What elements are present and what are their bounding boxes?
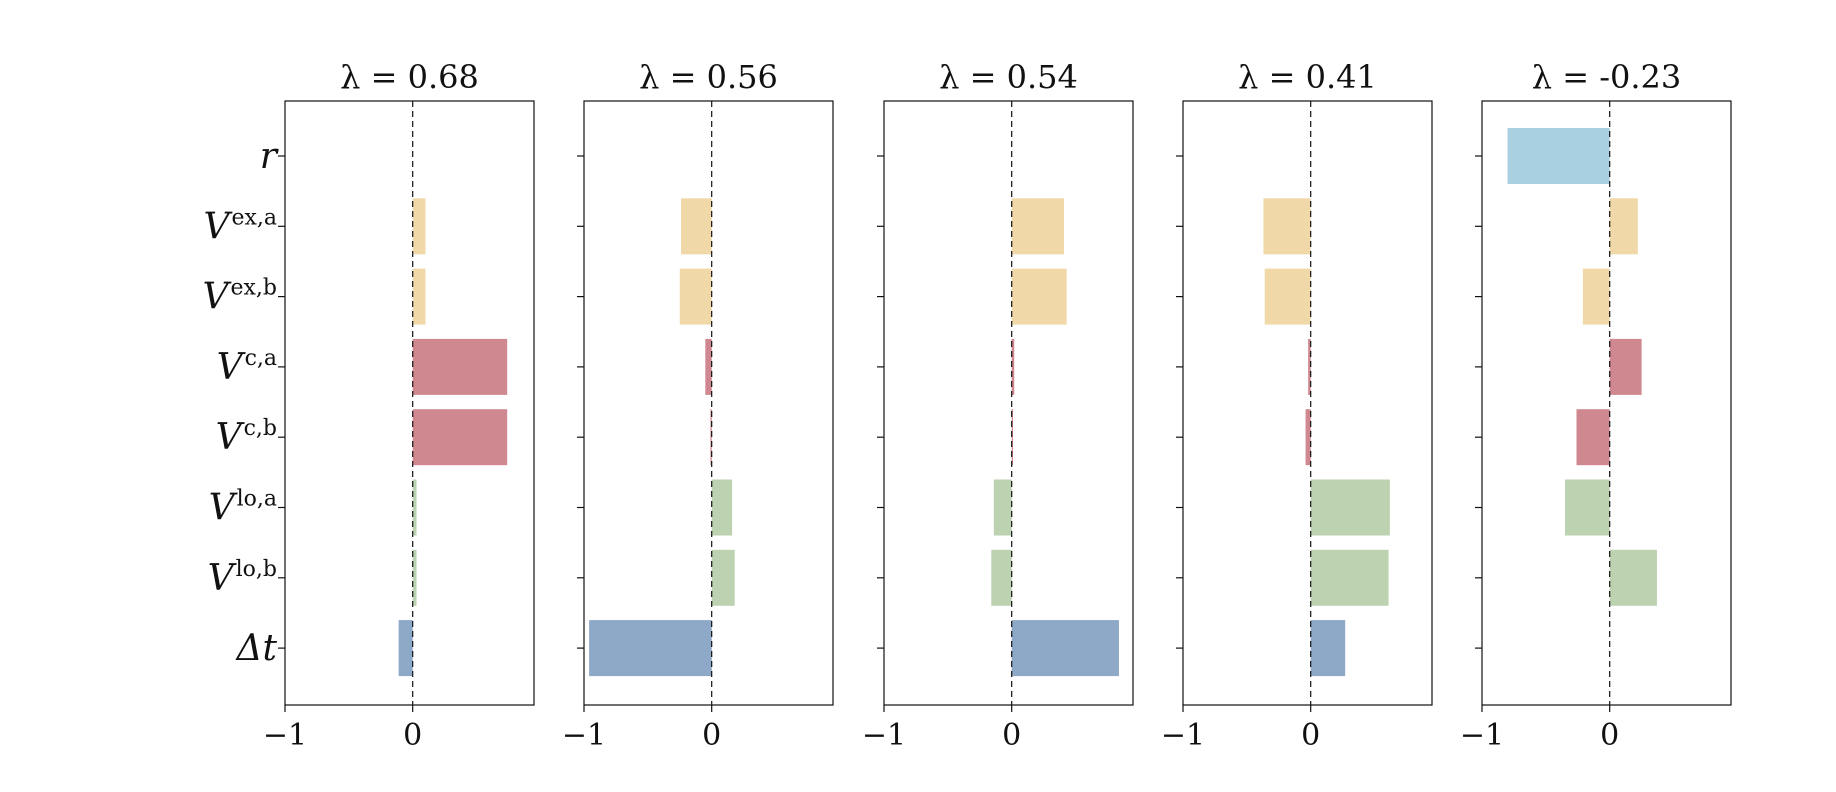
plot-frame	[284, 100, 535, 706]
bar-4	[1011, 409, 1013, 466]
bar-5	[1310, 479, 1390, 536]
panel-title: λ = 0.41	[1238, 58, 1377, 96]
x-tick-label: −1	[1460, 718, 1504, 753]
row-label-1: Vex,a	[203, 205, 277, 247]
x-tick-label: −1	[862, 718, 906, 753]
x-tick-label: −1	[1161, 718, 1205, 753]
x-tick-label: −1	[263, 718, 307, 753]
bar-4	[1305, 409, 1311, 466]
bar-3	[1011, 338, 1015, 395]
row-label-3: Vc,a	[217, 346, 277, 388]
row-label-4: Vc,b	[216, 416, 277, 458]
bar-1	[1263, 198, 1311, 255]
bar-4	[412, 409, 508, 466]
row-label-base: r	[260, 136, 279, 177]
plot-frame	[1481, 100, 1732, 706]
row-label-base: V	[217, 347, 247, 388]
bar-2	[1011, 268, 1067, 325]
bar-1	[412, 198, 426, 255]
panel-title: λ = 0.68	[340, 58, 479, 96]
panel-3: λ = 0.41 −1 0	[1161, 58, 1433, 753]
row-label-7: Δt	[235, 628, 278, 669]
x-tick-label: 0	[1002, 718, 1021, 753]
bar-1	[1011, 198, 1065, 255]
row-label-sup: c,b	[244, 416, 277, 441]
bar-3	[412, 338, 508, 395]
bar-6	[991, 549, 1012, 606]
row-label-5: Vlo,a	[209, 487, 277, 529]
row-label-base: V	[216, 417, 246, 458]
panel-0: λ = 0.68 −1 0	[263, 58, 535, 753]
bar-5	[993, 479, 1012, 536]
x-tick-label: 0	[1600, 718, 1619, 753]
panel-2: λ = 0.54 −1 0	[862, 58, 1134, 753]
panels: λ = 0.68−1 0λ = 0.56−1 0λ = 0.54−1 0λ = 0.4…	[263, 58, 1732, 753]
bar-5	[711, 479, 733, 536]
plot-frame	[883, 100, 1134, 706]
bar-2	[1264, 268, 1311, 325]
row-label-base: V	[202, 277, 232, 318]
bar-5	[412, 479, 417, 536]
bar-3	[1308, 338, 1311, 395]
plot-frame	[583, 100, 834, 706]
bar-7	[1310, 620, 1346, 677]
row-label-sup: ex,b	[230, 276, 277, 301]
panel-1: λ = 0.56 −1 0	[562, 58, 834, 753]
bar-6	[1609, 549, 1657, 606]
bar-6	[711, 549, 735, 606]
bar-2	[1582, 268, 1610, 325]
bar-2	[679, 268, 712, 325]
bar-3	[705, 338, 712, 395]
panel-title: λ = -0.23	[1532, 58, 1682, 96]
row-label-sup: c,a	[245, 346, 277, 371]
bar-7	[589, 620, 712, 677]
bar-1	[681, 198, 712, 255]
bar-7	[1011, 620, 1119, 677]
x-tick-label: 0	[702, 718, 721, 753]
bar-5	[1565, 479, 1610, 536]
panel-4: λ = -0.23 −1 0	[1460, 58, 1732, 753]
plot-frame	[1182, 100, 1433, 706]
row-label-base: V	[209, 488, 239, 529]
x-tick-label: 0	[403, 718, 422, 753]
x-tick-label: −1	[562, 718, 606, 753]
panel-title: λ = 0.54	[939, 58, 1078, 96]
bar-7	[398, 620, 413, 677]
row-label-sup: ex,a	[231, 205, 277, 230]
bar-4	[1576, 409, 1610, 466]
bar-3	[1609, 338, 1642, 395]
bar-4	[710, 409, 712, 466]
bar-2	[412, 268, 426, 325]
row-label-2: Vex,b	[202, 276, 277, 318]
row-label-base: Δt	[235, 628, 278, 669]
bar-0	[1507, 128, 1610, 184]
row-label-base: V	[208, 558, 238, 599]
row-label-6: Vlo,b	[208, 557, 277, 599]
bar-6	[1310, 549, 1389, 606]
bar-6	[412, 549, 417, 606]
bar-1	[1609, 198, 1638, 255]
row-label-0: r	[260, 136, 279, 177]
panel-title: λ = 0.56	[639, 58, 778, 96]
row-label-base: V	[203, 206, 233, 247]
x-tick-label: 0	[1301, 718, 1320, 753]
row-label-sup: lo,b	[236, 557, 277, 582]
row-label-sup: lo,a	[237, 487, 277, 512]
